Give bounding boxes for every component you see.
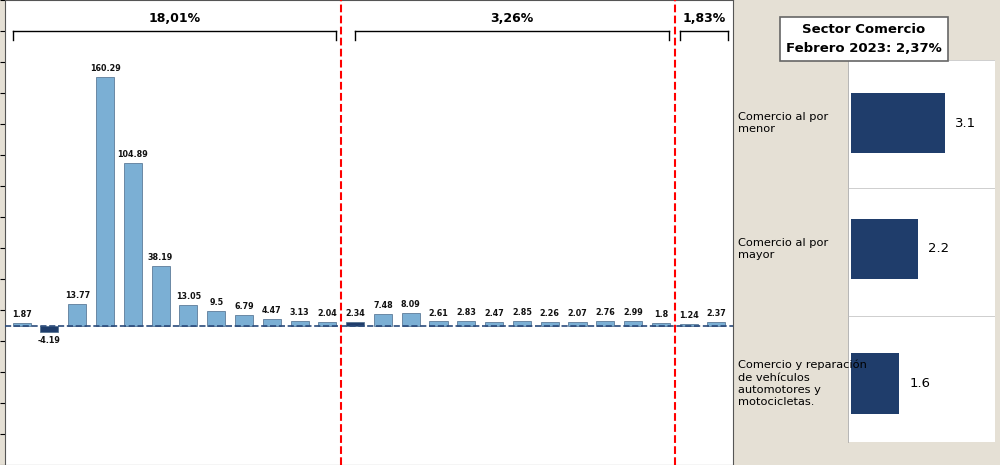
- Bar: [124, 163, 142, 326]
- Bar: [568, 322, 587, 326]
- Bar: [40, 326, 58, 332]
- Text: 18,01%: 18,01%: [148, 12, 201, 25]
- Bar: [68, 304, 86, 326]
- Text: Comercio y reparación
de vehículos
automotores y
motocicletas.: Comercio y reparación de vehículos autom…: [738, 360, 867, 407]
- Text: 13.77: 13.77: [65, 291, 90, 300]
- Bar: [152, 266, 170, 326]
- Text: 1.24: 1.24: [679, 311, 699, 320]
- Bar: [851, 93, 945, 153]
- Text: 2.61: 2.61: [429, 309, 448, 318]
- Bar: [541, 322, 559, 326]
- Bar: [179, 306, 197, 325]
- Bar: [851, 219, 918, 279]
- Text: 2.37: 2.37: [707, 309, 726, 318]
- Bar: [851, 353, 899, 414]
- Bar: [596, 321, 614, 326]
- Text: 2.76: 2.76: [595, 308, 615, 317]
- Text: Comercio al por
mayor: Comercio al por mayor: [738, 238, 829, 260]
- Text: 1.87: 1.87: [12, 310, 32, 319]
- Text: 2.47: 2.47: [484, 309, 504, 318]
- Text: 8.09: 8.09: [401, 300, 421, 309]
- Bar: [402, 313, 420, 325]
- Text: 1.6: 1.6: [910, 377, 931, 390]
- Text: 160.29: 160.29: [90, 64, 120, 73]
- Text: -4.19: -4.19: [38, 336, 61, 345]
- Text: 3.13: 3.13: [290, 308, 309, 317]
- Text: 6.79: 6.79: [234, 302, 254, 311]
- Bar: [624, 321, 642, 325]
- Text: 2.07: 2.07: [568, 309, 587, 319]
- Text: 38.19: 38.19: [148, 253, 173, 262]
- Text: 7.48: 7.48: [373, 301, 393, 310]
- Text: 2.04: 2.04: [317, 310, 337, 319]
- Text: 13.05: 13.05: [176, 292, 201, 301]
- Bar: [374, 314, 392, 325]
- Bar: [13, 323, 31, 326]
- Text: Comercio al por
menor: Comercio al por menor: [738, 112, 829, 134]
- Bar: [680, 324, 698, 326]
- Bar: [485, 322, 503, 326]
- Text: 2.85: 2.85: [512, 308, 532, 317]
- Bar: [513, 321, 531, 325]
- Text: 2.26: 2.26: [540, 309, 560, 318]
- Text: 104.89: 104.89: [117, 150, 148, 159]
- Text: 2.2: 2.2: [928, 242, 949, 255]
- Text: 2.34: 2.34: [345, 309, 365, 318]
- Text: 2.83: 2.83: [456, 308, 476, 317]
- Text: 3.1: 3.1: [955, 117, 977, 130]
- Bar: [457, 321, 475, 326]
- Bar: [235, 315, 253, 325]
- Text: 1.8: 1.8: [654, 310, 668, 319]
- Text: 4.47: 4.47: [262, 306, 282, 315]
- Bar: [346, 322, 364, 326]
- Text: 2.99: 2.99: [623, 308, 643, 317]
- Bar: [429, 321, 448, 326]
- Bar: [318, 322, 336, 326]
- Bar: [96, 77, 114, 326]
- Bar: [848, 60, 995, 442]
- Text: 9.5: 9.5: [209, 298, 223, 307]
- Bar: [263, 319, 281, 326]
- Bar: [707, 322, 725, 326]
- Text: 3,26%: 3,26%: [491, 12, 534, 25]
- Text: Sector Comercio
Febrero 2023: 2,37%: Sector Comercio Febrero 2023: 2,37%: [786, 23, 942, 55]
- Text: 1,83%: 1,83%: [682, 12, 726, 25]
- Bar: [291, 321, 309, 325]
- Bar: [652, 323, 670, 326]
- Bar: [207, 311, 225, 325]
